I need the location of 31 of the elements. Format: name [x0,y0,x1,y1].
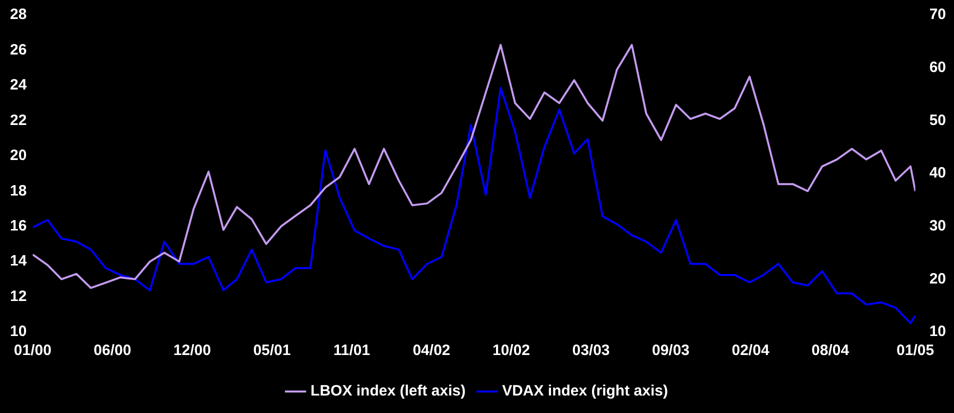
y-tick-label: 28 [10,6,27,24]
y2-tick-label: 20 [929,270,946,288]
y2-tick-label: 30 [929,217,946,234]
y-tick-label: 20 [10,147,27,164]
x-tick-label: 12/00 [173,342,211,360]
x-tick-label: 09/03 [652,342,690,360]
y2-tick-label: 50 [929,112,946,129]
y-tick-label: 16 [10,217,27,234]
x-tick-label: 11/01 [333,342,370,360]
y2-tick-label: 70 [929,6,946,24]
y-tick-label: 24 [10,76,28,94]
x-tick-label: 10/02 [492,342,530,360]
y-tick-label: 14 [10,252,28,270]
x-tick-label: 02/04 [732,342,770,360]
y-tick-label: 26 [10,41,27,58]
x-tick-label: 01/05 [896,342,934,360]
x-tick-label: 08/04 [812,342,850,360]
y-tick-label: 22 [10,112,27,129]
y2-tick-label: 40 [929,164,946,182]
x-tick-label: 03/03 [572,342,610,360]
y2-tick-label: 60 [929,58,946,76]
y2-tick-label: 10 [929,323,946,340]
x-tick-label: 04/02 [412,342,450,360]
y-tick-label: 18 [10,182,27,200]
x-tick-label: 01/00 [14,342,52,360]
x-tick-label: 06/00 [94,342,132,360]
x-tick-label: 05/01 [253,342,291,360]
y-tick-label: 10 [10,323,27,340]
y-tick-label: 12 [10,288,27,305]
legend-label: VDAX index (right axis) [502,382,668,400]
legend-label: LBOX index (left axis) [310,382,466,400]
